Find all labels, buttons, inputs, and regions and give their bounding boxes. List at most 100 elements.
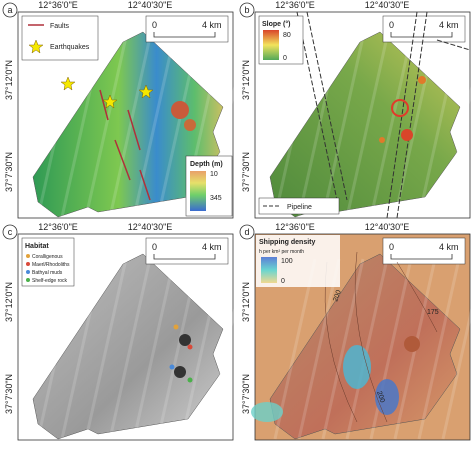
survey-line <box>417 258 461 440</box>
survey-line <box>321 36 365 218</box>
panel-b: 12°36'0"E 12°40'30"E 37°12'0"N 37°7'30"N 0 4 … <box>239 0 474 219</box>
colorbar-label: 80 <box>283 32 291 39</box>
scale-label: 0 <box>152 20 157 30</box>
survey-line <box>108 36 152 218</box>
panel-label: c <box>8 227 13 237</box>
survey-line <box>132 258 176 440</box>
legend-symbol <box>26 270 30 274</box>
scale-label: 0 <box>152 242 157 252</box>
survey-line <box>84 36 128 218</box>
legend-symbol <box>26 262 30 266</box>
scale-box <box>382 15 466 43</box>
scale-bar <box>153 254 216 260</box>
latitude-label: 37°12'0"N <box>241 60 251 100</box>
survey-line <box>204 258 248 440</box>
legend-text: Coralligenous <box>32 254 63 260</box>
scale-box <box>145 237 229 265</box>
pipeline <box>436 39 471 51</box>
legend-text: Earthquakes <box>50 44 90 51</box>
density-patch <box>251 402 283 422</box>
panel-label-circle <box>239 224 255 240</box>
longitude-label: 12°40'30"E <box>128 222 173 232</box>
survey-line <box>417 36 461 218</box>
earthquake <box>60 76 76 91</box>
legend-symbol <box>28 39 44 54</box>
contour <box>354 251 388 423</box>
panel-d: 12°36'0"E 12°40'30"E 37°12'0"N 37°7'30"N 0 4 … <box>239 222 474 441</box>
longitude-label: 12°40'30"E <box>365 0 410 10</box>
colorbar <box>263 30 279 60</box>
colorbar <box>190 171 206 211</box>
contour <box>396 261 438 333</box>
latitude-label: 37°7'30"N <box>241 374 251 414</box>
panel-label: b <box>244 5 249 15</box>
scale-box <box>382 237 466 265</box>
latitude-label: 37°7'30"N <box>241 152 251 192</box>
legend-text: Faults <box>50 23 70 30</box>
habitat-point <box>187 377 193 383</box>
longitude-label: 12°36'0"E <box>275 0 315 10</box>
colorbar-label: 10 <box>210 171 218 178</box>
survey-line <box>132 36 176 218</box>
earthquake <box>138 84 154 99</box>
survey-line <box>369 258 413 440</box>
panel-label: a <box>7 5 12 15</box>
legend-box <box>21 237 75 287</box>
panel-label-circle <box>2 2 18 18</box>
colorbar-title: Depth (m) <box>190 161 223 168</box>
fault <box>99 89 109 121</box>
latitude-label: 37°7'30"N <box>4 152 14 192</box>
habitat-point <box>173 324 179 330</box>
habitat-points <box>169 324 193 383</box>
legend-text: Pipeline <box>287 204 312 211</box>
legend-box <box>21 15 99 61</box>
survey-line <box>36 258 80 440</box>
survey-line <box>180 258 224 440</box>
seamount <box>391 99 409 117</box>
colorbar-title: Slope (°) <box>262 20 290 28</box>
scale-bar <box>390 254 453 260</box>
panel-label: d <box>244 227 249 237</box>
panel-label-circle <box>239 2 255 18</box>
survey-line <box>297 36 341 218</box>
panel-label-circle <box>2 224 18 240</box>
scale-label: 0 <box>389 20 394 30</box>
scale-label: 4 km <box>439 20 459 30</box>
scale-label: 0 <box>389 242 394 252</box>
scale-label: 4 km <box>202 20 222 30</box>
habitat-point <box>187 344 193 350</box>
survey-line <box>36 36 80 218</box>
colorbar-unit: h per km² per month <box>259 249 304 255</box>
survey-line <box>156 258 200 440</box>
habitat-point <box>169 364 175 370</box>
survey-line <box>156 36 200 218</box>
earthquake <box>102 94 118 109</box>
colorbar <box>261 257 277 283</box>
pipelines <box>296 11 471 219</box>
survey-line <box>60 258 104 440</box>
longitude-label: 12°36'0"E <box>38 222 78 232</box>
legend-box <box>258 197 340 215</box>
seamount <box>179 334 191 346</box>
legend-text: Shelf-edge rock <box>32 278 68 284</box>
scale-label: 4 km <box>439 242 459 252</box>
survey-line <box>297 258 341 440</box>
longitude-label: 12°40'30"E <box>365 222 410 232</box>
survey-area <box>32 31 224 218</box>
pipeline <box>296 11 338 201</box>
survey-line <box>84 258 128 440</box>
seamount <box>174 366 186 378</box>
survey-line <box>345 36 389 218</box>
scale-box <box>145 15 229 43</box>
map <box>32 253 248 440</box>
latitude-label: 37°12'0"N <box>4 282 14 322</box>
legend-text: Maerl/Rhodoliths <box>32 262 70 268</box>
seamount <box>379 137 385 143</box>
panel-c: 12°36'0"E 12°40'30"E 37°12'0"N 37°7'30"N 0 4 … <box>2 222 248 441</box>
scale-label: 4 km <box>202 242 222 252</box>
contour-label: 200 <box>332 289 343 302</box>
survey-line <box>441 70 474 218</box>
fault <box>139 169 151 201</box>
